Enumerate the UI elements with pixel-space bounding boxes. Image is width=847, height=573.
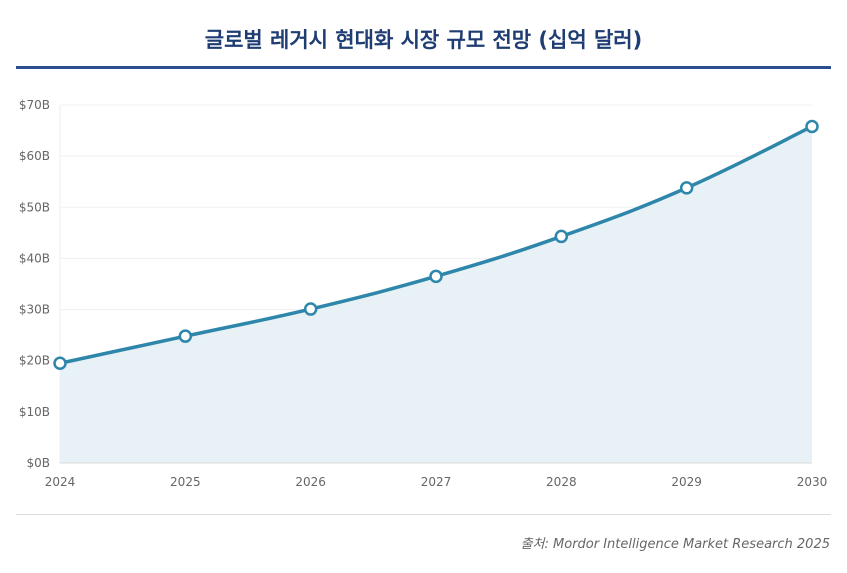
x-tick-label: 2026 [295, 475, 326, 489]
x-tick-label: 2030 [797, 475, 828, 489]
x-tick-label: 2028 [546, 475, 577, 489]
data-point [53, 356, 67, 371]
x-tick-label: 2025 [170, 475, 201, 489]
data-point [429, 269, 443, 284]
y-tick-label: $0B [26, 456, 50, 470]
source-note: 출처: Mordor Intelligence Market Research … [520, 537, 830, 552]
y-tick-label: $60B [19, 149, 50, 163]
y-tick-label: $40B [19, 251, 50, 265]
line-chart: $0B $10B $20B $30B $40B $50B $60B $70B 2024 2025 2… [19, 98, 828, 489]
area-fill [60, 126, 812, 463]
y-tick-label: $50B [19, 200, 50, 214]
chart-title: 글로벌 레거시 현대화 시장 규모 전망 (십억 달러) [204, 28, 643, 52]
data-point [554, 229, 569, 244]
data-point [178, 329, 193, 343]
y-tick-label: $30B [19, 303, 50, 317]
x-tick-label: 2027 [421, 475, 452, 489]
y-tick-label: $70B [19, 98, 50, 112]
data-point [805, 119, 819, 134]
x-tick-label: 2029 [671, 475, 702, 489]
y-tick-label: $10B [19, 405, 50, 419]
title-divider [16, 66, 831, 69]
data-point [679, 181, 694, 195]
data-point [303, 302, 318, 316]
footer-divider [16, 514, 831, 515]
x-tick-label: 2024 [45, 475, 76, 489]
y-tick-label: $20B [19, 354, 50, 368]
